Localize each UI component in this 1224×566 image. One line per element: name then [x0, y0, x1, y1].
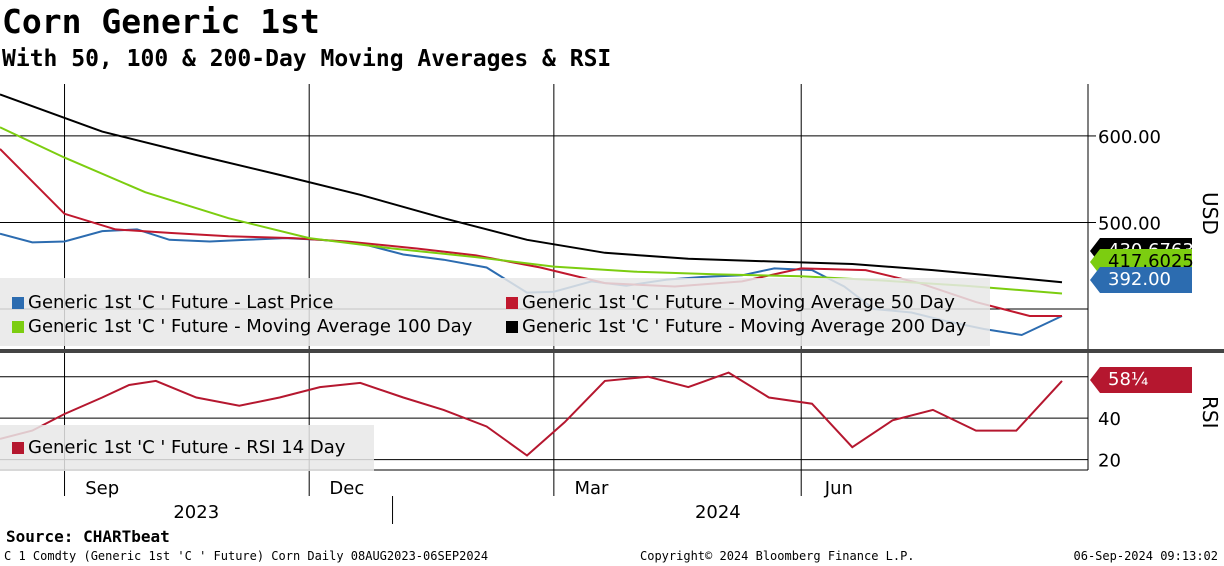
legend-label-rsi: Generic 1st 'C ' Future - RSI 14 Day — [28, 437, 346, 458]
panel-separator — [0, 349, 1224, 353]
legend-swatch-ma200 — [506, 321, 518, 333]
footer-right: 06-Sep-2024 09:13:02 — [1073, 549, 1219, 563]
price-tick-label-0: 600.00 — [1098, 127, 1161, 148]
price-legend: Generic 1st 'C ' Future - Last Price Gen… — [0, 278, 990, 346]
chart-subtitle: With 50, 100 & 200-Day Moving Averages &… — [2, 46, 612, 72]
tag-ma100-value: 417.6025 — [1108, 251, 1194, 272]
x-tick-label-0: Sep — [85, 478, 119, 499]
x-tick-label-1: Dec — [329, 478, 364, 499]
rsi-tick-label-1: 20 — [1098, 451, 1121, 472]
rsi-panel — [0, 371, 1063, 457]
legend-item-ma100: Generic 1st 'C ' Future - Moving Average… — [12, 316, 472, 338]
year-label-1: 2024 — [695, 502, 741, 523]
source-note: Source: CHARTbeat — [6, 527, 170, 546]
rsi-legend: Generic 1st 'C ' Future - RSI 14 Day — [0, 425, 374, 471]
legend-item-ma50: Generic 1st 'C ' Future - Moving Average… — [506, 292, 955, 314]
footer-left: C 1 Comdty (Generic 1st 'C ' Future) Cor… — [4, 549, 489, 563]
price-axis-title: USD — [1198, 192, 1222, 235]
x-tick-label-2: Mar — [575, 478, 610, 499]
ma200-line — [0, 93, 1063, 284]
tag-rsi: 58¼ — [1090, 367, 1192, 393]
legend-item-last-price: Generic 1st 'C ' Future - Last Price — [12, 292, 333, 314]
legend-swatch-ma100 — [12, 321, 24, 333]
rsi-line — [0, 371, 1063, 457]
legend-item-rsi: Generic 1st 'C ' Future - RSI 14 Day — [12, 437, 345, 459]
legend-label-last-price: Generic 1st 'C ' Future - Last Price — [28, 292, 334, 313]
legend-swatch-ma50 — [506, 297, 518, 309]
legend-label-ma200: Generic 1st 'C ' Future - Moving Average… — [522, 316, 967, 337]
legend-swatch-last-price — [12, 297, 24, 309]
legend-item-ma200: Generic 1st 'C ' Future - Moving Average… — [506, 316, 966, 338]
chart-title: Corn Generic 1st — [2, 2, 320, 41]
rsi-axis-title: RSI — [1198, 396, 1222, 429]
tag-ma100: 417.6025 — [1090, 249, 1194, 275]
legend-swatch-rsi — [12, 442, 24, 454]
legend-label-ma100: Generic 1st 'C ' Future - Moving Average… — [28, 316, 473, 337]
price-tick-label-1: 500.00 — [1098, 213, 1161, 234]
footer-center: Copyright© 2024 Bloomberg Finance L.P. — [640, 549, 915, 563]
x-tick-label-3: Jun — [824, 478, 853, 499]
tag-rsi-value: 58¼ — [1108, 369, 1149, 390]
axes: 600.00 500.00 40 20 Sep Dec Mar Jun 2023 2024 — [0, 84, 1224, 523]
rsi-tick-label-0: 40 — [1098, 409, 1121, 430]
year-label-0: 2023 — [173, 502, 219, 523]
tag-price-value: 392.00 — [1108, 269, 1171, 290]
tag-price: 392.00 — [1090, 267, 1192, 293]
legend-label-ma50: Generic 1st 'C ' Future - Moving Average… — [522, 292, 955, 313]
